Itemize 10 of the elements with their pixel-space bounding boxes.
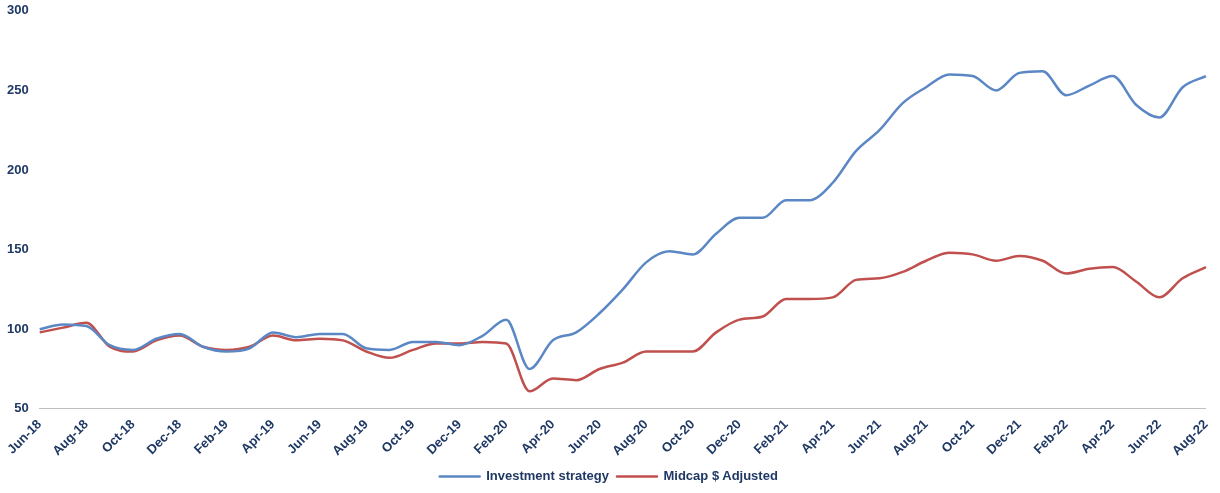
legend-label: Midcap $ Adjusted (663, 468, 778, 484)
line-series (38, 70, 1208, 371)
y-tick-label: 200 (6, 161, 29, 177)
line-series (38, 251, 1208, 393)
y-tick-label: 50 (14, 400, 29, 416)
y-tick-label: 100 (6, 320, 29, 336)
y-tick-label: 300 (6, 2, 29, 18)
legend-label: Investment strategy (486, 468, 610, 484)
y-tick-label: 250 (6, 81, 29, 97)
y-tick-label: 150 (6, 241, 29, 257)
